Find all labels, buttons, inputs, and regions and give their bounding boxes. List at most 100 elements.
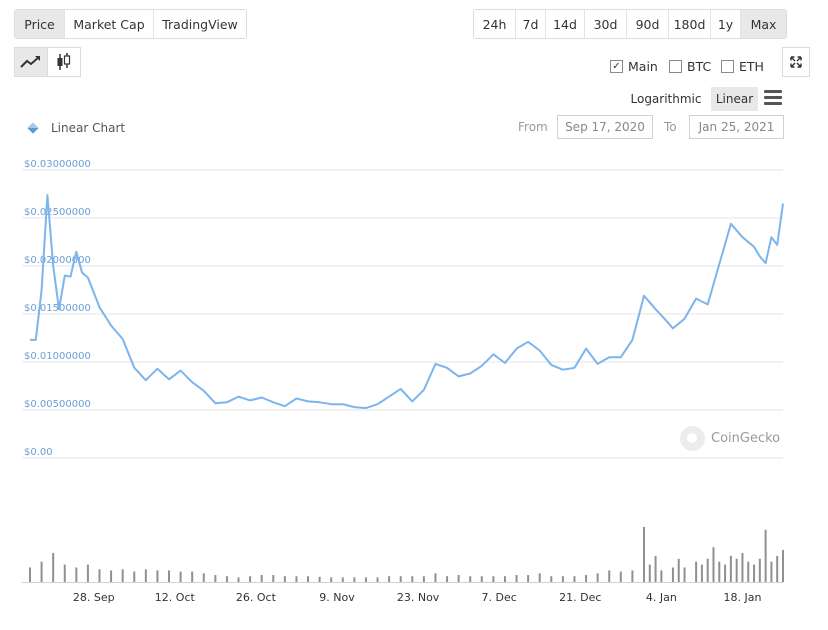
to-date-input[interactable]: Jan 25, 2021: [689, 115, 784, 139]
y-tick-label: $0.03000000: [24, 159, 91, 170]
btc-checkbox[interactable]: BTC: [669, 59, 711, 74]
volume-bar: [295, 576, 298, 582]
volume-bar: [561, 576, 564, 582]
volume-bar: [550, 576, 553, 582]
x-tick-label: 28. Sep: [73, 591, 115, 604]
volume-bar: [411, 576, 414, 582]
to-label: To: [664, 120, 677, 134]
range-24h[interactable]: 24h: [474, 10, 516, 38]
line-chart-icon: [20, 56, 40, 68]
tab-price[interactable]: Price: [15, 10, 65, 38]
logarithmic-scale-button[interactable]: Logarithmic: [630, 92, 702, 106]
volume-bar: [706, 558, 709, 582]
volume-bar: [341, 577, 344, 582]
tab-tradingview[interactable]: TradingView: [154, 10, 246, 38]
x-tick-label: 23. Nov: [397, 591, 440, 604]
volume-bar: [133, 571, 136, 582]
range-1y[interactable]: 1y: [711, 10, 741, 38]
expand-icon: [790, 56, 802, 68]
x-tick-label: 21. Dec: [559, 591, 601, 604]
volume-bar: [573, 576, 576, 582]
volume-bar: [121, 569, 124, 582]
view-tabs: Price Market Cap TradingView: [14, 9, 247, 39]
volume-bar: [283, 576, 286, 582]
linear-scale-button[interactable]: Linear: [711, 87, 758, 111]
volume-bar: [52, 553, 55, 582]
volume-bar: [353, 577, 356, 582]
line-chart-style-button[interactable]: [14, 47, 48, 77]
x-tick-label: 12. Oct: [155, 591, 196, 604]
volume-bar: [695, 561, 698, 582]
series-legend-label: Linear Chart: [51, 121, 126, 135]
checkbox-box: ✓: [610, 60, 623, 73]
eth-checkbox[interactable]: ETH: [721, 59, 764, 74]
volume-bar: [747, 561, 750, 582]
volume-bar: [446, 576, 449, 582]
volume-bar: [712, 547, 715, 582]
x-tick-label: 9. Nov: [319, 591, 355, 604]
btc-checkbox-label: BTC: [687, 59, 712, 74]
main-checkbox[interactable]: ✓ Main: [610, 59, 658, 74]
coingecko-logo-icon: [680, 426, 705, 451]
series-legend[interactable]: Linear Chart: [27, 121, 125, 135]
volume-bar: [144, 569, 147, 582]
y-tick-label: $0.00: [24, 447, 53, 458]
volume-bar: [735, 558, 738, 582]
range-90d[interactable]: 90d: [627, 10, 669, 38]
main-checkbox-label: Main: [628, 59, 658, 74]
from-label: From: [518, 120, 548, 134]
volume-bar: [724, 564, 727, 582]
volume-bar: [225, 576, 228, 582]
range-7d[interactable]: 7d: [516, 10, 546, 38]
y-tick-label: $0.02500000: [24, 207, 91, 218]
menu-icon[interactable]: [764, 90, 782, 106]
checkbox-box: [721, 60, 734, 73]
volume-bar: [399, 576, 402, 582]
volume-bar: [260, 575, 263, 582]
volume-bar: [671, 567, 674, 582]
volume-bar: [457, 575, 460, 582]
volume-bar: [307, 576, 310, 582]
y-tick-label: $0.02000000: [24, 255, 91, 266]
volume-bar: [503, 576, 506, 582]
x-tick-label: 7. Dec: [482, 591, 517, 604]
checkbox-box: [669, 60, 682, 73]
volume-bar: [29, 567, 31, 582]
volume-bar: [782, 550, 784, 582]
volume-bar: [376, 577, 379, 582]
volume-bar: [364, 577, 367, 582]
volume-bar: [469, 576, 472, 582]
x-tick-label: 4. Jan: [646, 591, 677, 604]
volume-bar: [631, 570, 634, 582]
volume-bar: [237, 577, 240, 582]
range-180d[interactable]: 180d: [669, 10, 711, 38]
volume-bar: [249, 576, 252, 582]
range-14d[interactable]: 14d: [546, 10, 585, 38]
volume-bar: [585, 575, 588, 582]
expand-button[interactable]: [782, 47, 810, 77]
tab-market-cap[interactable]: Market Cap: [65, 10, 154, 38]
y-tick-label: $0.00500000: [24, 399, 91, 410]
volume-bar: [110, 570, 113, 582]
volume-bar: [619, 571, 622, 582]
volume-bar: [764, 529, 767, 582]
y-tick-label: $0.01000000: [24, 351, 91, 362]
from-date-input[interactable]: Sep 17, 2020: [557, 115, 653, 139]
volume-bar: [98, 569, 101, 582]
range-max[interactable]: Max: [741, 10, 786, 38]
volume-bar: [642, 526, 645, 582]
volume-bar: [683, 567, 686, 582]
volume-bar: [272, 575, 275, 582]
volume-bar: [168, 570, 171, 582]
volume-bar: [677, 558, 680, 582]
volume-bar: [741, 553, 744, 582]
volume-bar: [202, 573, 205, 582]
volume-bar: [63, 564, 66, 582]
eth-checkbox-label: ETH: [739, 59, 764, 74]
volume-bar: [770, 561, 773, 582]
candlestick-style-button[interactable]: [47, 47, 81, 77]
volume-bar: [492, 576, 495, 582]
volume-bar: [776, 555, 779, 582]
range-tabs: 24h 7d 14d 30d 90d 180d 1y Max: [473, 9, 787, 39]
range-30d[interactable]: 30d: [585, 10, 627, 38]
